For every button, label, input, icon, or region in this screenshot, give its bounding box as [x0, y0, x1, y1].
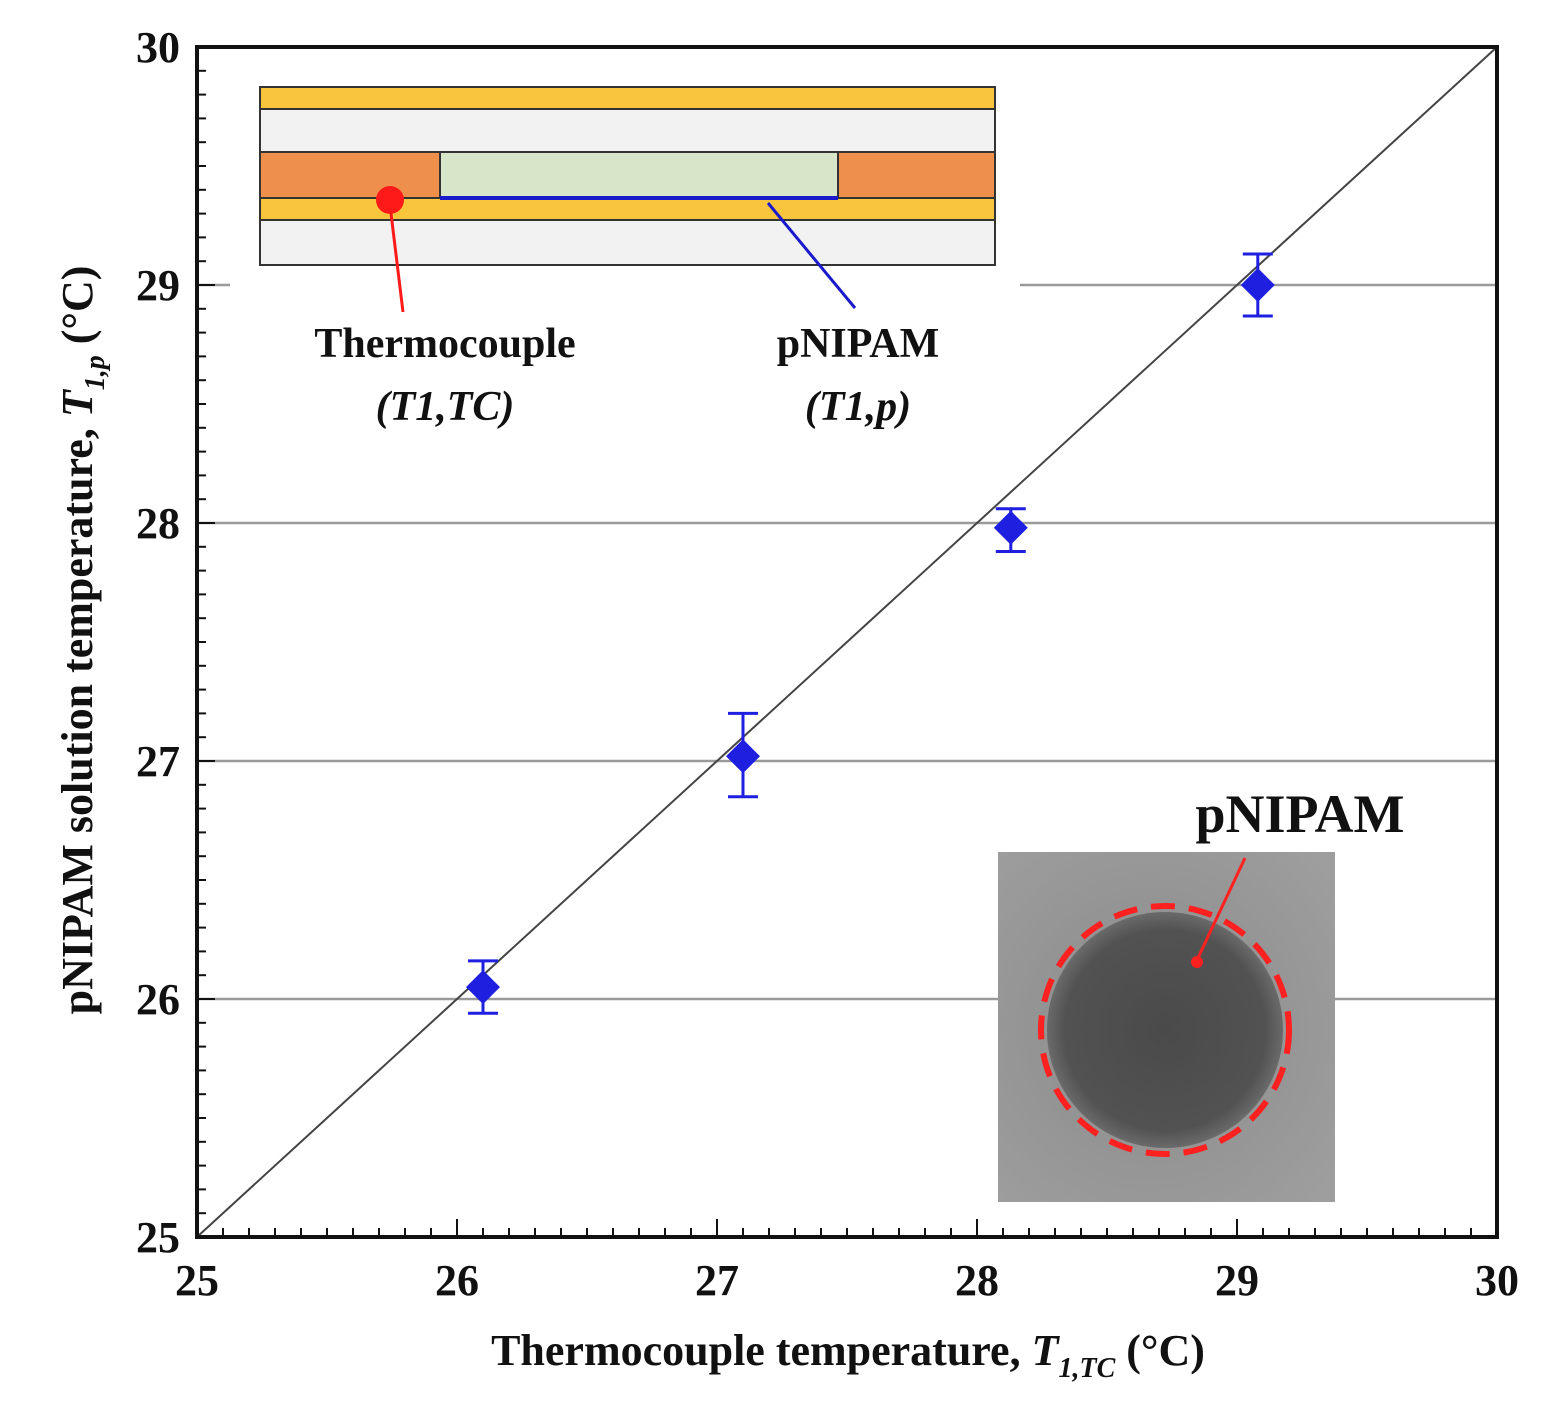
schematic-right-spacer — [837, 151, 996, 199]
x-tick-labels: 25 26 27 28 29 30 — [175, 1256, 1519, 1305]
diamond-marker — [466, 970, 500, 1005]
photo-pointer-tip — [1191, 956, 1203, 968]
thermocouple-pointer — [388, 204, 405, 313]
data-point — [1240, 252, 1275, 318]
schematic-top-layer — [259, 86, 996, 110]
diamond-marker — [993, 510, 1028, 545]
photo-label: pNIPAM — [1196, 784, 1405, 844]
diamond-marker — [726, 739, 760, 774]
thermocouple-label: Thermocouple — [314, 321, 575, 367]
plot-frame — [195, 45, 1499, 1239]
pnipam-pointer — [766, 202, 857, 309]
data-point — [726, 711, 760, 799]
droplet-outline — [1038, 903, 1292, 1157]
y-tick-label: 28 — [136, 499, 180, 548]
data-point — [466, 959, 500, 1015]
y-tick-label: 26 — [136, 975, 180, 1024]
x-tick-label: 29 — [1215, 1256, 1259, 1305]
y-tick-label: 30 — [136, 23, 180, 72]
data-points — [466, 252, 1275, 1015]
thermocouple-symbol: (T1,TC) — [376, 384, 515, 430]
data-point — [993, 507, 1028, 554]
y-axis-title: pNIPAM solution temperature, T1,p (°C) — [53, 266, 111, 1015]
x-tick-label: 30 — [1475, 1256, 1519, 1305]
inset-photo: pNIPAM — [998, 784, 1405, 1202]
schematic-pnipam-layer — [439, 151, 839, 199]
y-tick-labels: 25 26 27 28 29 30 — [136, 23, 180, 1262]
schematic-left-spacer — [259, 151, 441, 199]
pnipam-symbol: (T1,p) — [805, 384, 911, 430]
inset-schematic: Thermocouple (T1,TC) pNIPAM (T1,p) — [230, 75, 1020, 465]
y-tick-label: 25 — [136, 1213, 180, 1262]
x-tick-label: 28 — [955, 1256, 999, 1305]
y-tick-label: 27 — [136, 737, 180, 786]
diamond-marker — [1240, 268, 1275, 302]
thermocouple-dot — [376, 186, 404, 214]
reference-line — [196, 46, 1498, 1238]
schematic-bottom-layer — [259, 197, 996, 221]
y-tick-label: 29 — [136, 261, 180, 310]
x-tick-label: 27 — [695, 1256, 739, 1305]
x-axis-title: Thermocouple temperature, T1,TC (°C) — [491, 1326, 1205, 1384]
photo-pointer — [1195, 857, 1247, 961]
pnipam-label: pNIPAM — [777, 321, 940, 367]
pnipam-droplet — [1047, 912, 1283, 1148]
x-tick-label: 25 — [175, 1256, 219, 1305]
x-tick-label: 26 — [435, 1256, 479, 1305]
